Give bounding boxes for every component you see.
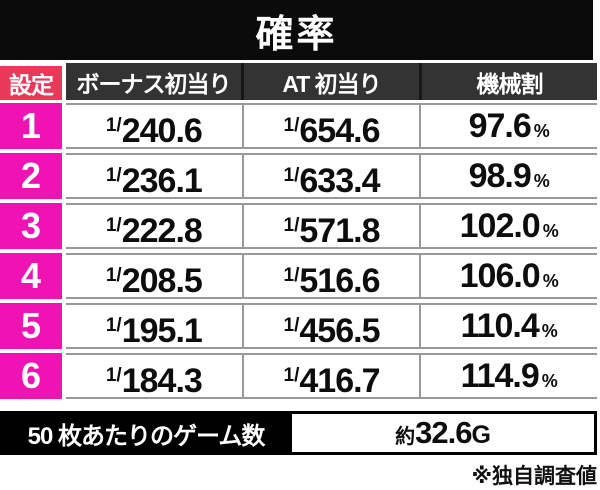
coin-rate-value: 約32.6G xyxy=(292,414,594,452)
title-bar: 確率 xyxy=(0,0,593,60)
table-row: 4 1/208.5 1/516.6 106.0% xyxy=(0,253,597,300)
fraction-prefix: 1/ xyxy=(105,265,122,286)
payout-cell: 110.4% xyxy=(419,305,597,347)
fraction-prefix: 1/ xyxy=(105,115,122,136)
setting-cell: 1 xyxy=(0,103,62,149)
value-cells: 1/236.1 1/633.4 98.9% xyxy=(66,153,597,200)
value-cells: 1/208.5 1/516.6 106.0% xyxy=(66,253,597,300)
fraction-prefix: 1/ xyxy=(105,165,122,186)
payout-cell: 106.0% xyxy=(419,255,597,297)
payout-cell: 97.6% xyxy=(419,105,597,147)
fraction-prefix: 1/ xyxy=(283,215,300,236)
fraction-prefix: 1/ xyxy=(283,365,300,386)
fraction-prefix: 1/ xyxy=(283,165,300,186)
table-rows: 1 1/240.6 1/654.6 97.6% 2 1/236.1 1/633.… xyxy=(0,103,597,403)
table-row: 2 1/236.1 1/633.4 98.9% xyxy=(0,153,597,200)
bonus-hit-cell: 1/195.1 xyxy=(105,312,203,350)
value-cells: 1/240.6 1/654.6 97.6% xyxy=(66,103,597,150)
table-row: 1 1/240.6 1/654.6 97.6% xyxy=(0,103,597,150)
page-title: 確率 xyxy=(255,13,338,56)
value-cells: 1/195.1 1/456.5 110.4% xyxy=(66,303,597,350)
column-header-payout: 機械割 xyxy=(419,63,597,100)
payout-cell: 114.9% xyxy=(419,355,597,397)
at-hit-cell: 1/516.6 xyxy=(241,255,420,300)
at-hit-cell: 1/633.4 xyxy=(241,155,420,200)
value-cells: 1/222.8 1/571.8 102.0% xyxy=(66,203,597,250)
bonus-hit-cell: 1/184.3 xyxy=(105,362,203,400)
bonus-hit-cell: 1/236.1 xyxy=(105,162,203,200)
setting-cell: 6 xyxy=(0,353,62,399)
percent-suffix: % xyxy=(533,171,550,191)
games-unit: G xyxy=(471,421,491,449)
setting-cell: 4 xyxy=(0,253,62,299)
setting-cell: 2 xyxy=(0,153,62,199)
table-row: 5 1/195.1 1/456.5 110.4% xyxy=(0,303,597,350)
at-hit-cell: 1/416.7 xyxy=(241,355,420,400)
table-row: 3 1/222.8 1/571.8 102.0% xyxy=(0,203,597,250)
fraction-prefix: 1/ xyxy=(283,315,300,336)
bonus-hit-cell: 1/222.8 xyxy=(105,212,203,250)
coin-rate-number: 32.6 xyxy=(415,415,472,450)
payout-cell: 102.0% xyxy=(419,205,597,247)
percent-suffix: % xyxy=(541,321,558,341)
table-row: 6 1/184.3 1/416.7 114.9% xyxy=(0,353,597,400)
percent-suffix: % xyxy=(542,221,559,241)
fraction-prefix: 1/ xyxy=(283,265,300,286)
fraction-prefix: 1/ xyxy=(283,115,300,136)
column-header-at: AT 初当り xyxy=(241,63,419,100)
value-cells: 1/184.3 1/416.7 114.9% xyxy=(66,353,597,400)
fraction-prefix: 1/ xyxy=(105,215,122,236)
footnote: ※独自調査値 xyxy=(471,465,597,488)
bonus-hit-cell: 1/208.5 xyxy=(105,262,203,300)
payout-cell: 98.9% xyxy=(419,155,597,197)
bonus-hit-cell: 1/240.6 xyxy=(105,112,203,150)
percent-suffix: % xyxy=(541,371,558,391)
at-hit-cell: 1/571.8 xyxy=(241,205,420,250)
approx-prefix: 約 xyxy=(395,426,416,448)
coin-rate-bar: 50 枚あたりのゲーム数 約32.6G xyxy=(0,411,597,455)
fraction-prefix: 1/ xyxy=(105,365,122,386)
table-header-row: ボーナス初当り AT 初当り 機械割 xyxy=(66,63,597,100)
setting-column-header: 設定 xyxy=(0,66,62,100)
percent-suffix: % xyxy=(542,271,559,291)
setting-cell: 5 xyxy=(0,303,62,349)
column-header-bonus: ボーナス初当り xyxy=(76,70,232,97)
at-hit-cell: 1/654.6 xyxy=(241,105,420,150)
coin-rate-label: 50 枚あたりのゲーム数 xyxy=(27,422,266,450)
fraction-prefix: 1/ xyxy=(105,315,122,336)
at-hit-cell: 1/456.5 xyxy=(241,305,420,350)
percent-suffix: % xyxy=(533,121,550,141)
setting-cell: 3 xyxy=(0,203,62,249)
